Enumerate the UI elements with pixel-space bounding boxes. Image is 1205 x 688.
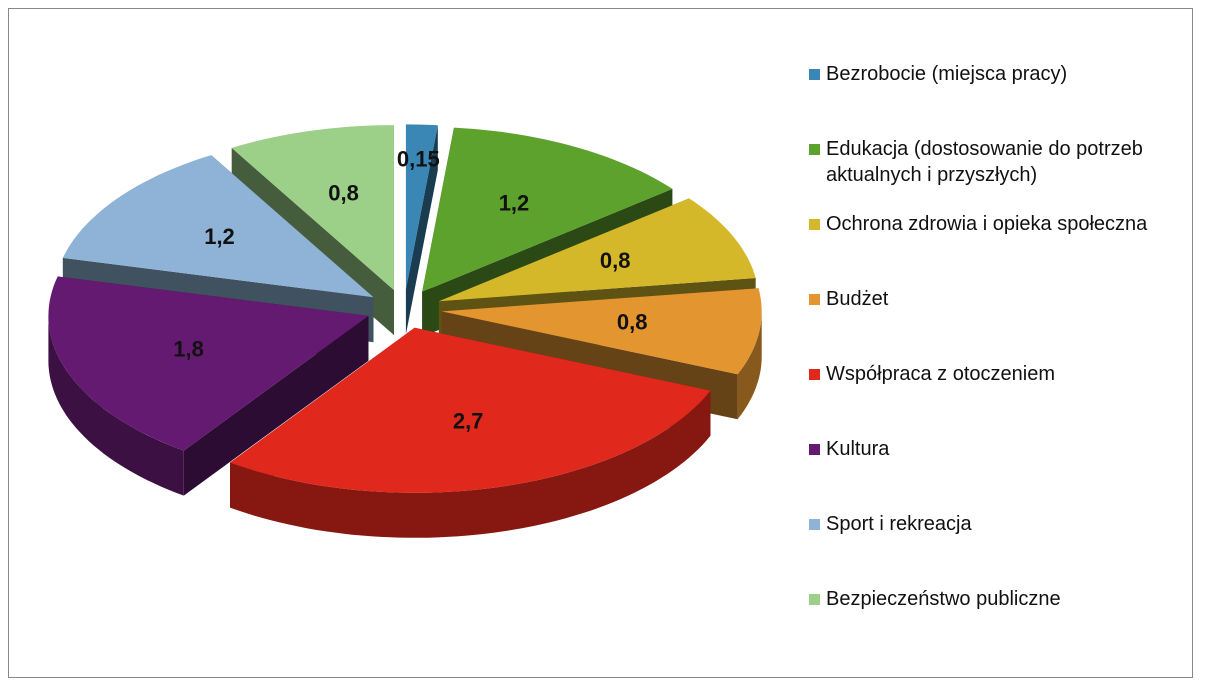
slice-side — [230, 390, 711, 538]
legend-label: Budżet — [826, 288, 889, 310]
slice — [62, 155, 374, 298]
slice — [405, 124, 438, 335]
slice-side — [737, 311, 762, 420]
pie-area: 0,15 1,2 0,8 0,8 2,7 1,8 1,2 0,8 — [48, 124, 762, 538]
legend-swatch — [809, 144, 820, 155]
legend-swatch — [809, 519, 820, 530]
slice — [441, 288, 762, 375]
slice-side — [48, 315, 184, 496]
legend-item: Sport i rekreacja — [809, 511, 1189, 586]
slice — [231, 125, 394, 291]
legend-item: Ochrona zdrowia i opieka społeczna — [809, 211, 1189, 286]
legend-item: Bezpieczeństwo publiczne — [809, 586, 1189, 661]
legend-label: Sport i rekreacja — [826, 513, 972, 535]
data-label: 0,8 — [328, 180, 359, 205]
slice — [438, 198, 756, 302]
data-label: 1,2 — [204, 224, 235, 249]
legend-item: Kultura — [809, 436, 1189, 511]
legend-swatch — [809, 219, 820, 230]
slice — [48, 276, 369, 451]
chart: 0,15 1,2 0,8 0,8 2,7 1,8 1,2 0,8 Bezrobocie (mi… — [8, 8, 1193, 678]
slice-side — [405, 125, 438, 335]
legend-swatch — [809, 369, 820, 380]
slice — [230, 327, 711, 538]
data-label: 2,7 — [453, 409, 484, 434]
slice-side — [183, 315, 369, 496]
legend-item: Bezrobocie (miejsca pracy) — [809, 61, 1189, 136]
slice — [422, 127, 673, 292]
slice — [405, 124, 438, 290]
slice — [230, 327, 711, 493]
data-label: 0,8 — [600, 248, 631, 273]
legend-swatch — [809, 594, 820, 605]
legend-item: Budżet — [809, 286, 1189, 361]
data-label: 1,2 — [499, 191, 530, 216]
legend: Bezrobocie (miejsca pracy) Edukacja (dost… — [809, 61, 1189, 661]
slice — [48, 276, 369, 496]
legend-label: Współpraca z otoczeniem — [826, 363, 1055, 385]
legend-item: Edukacja (dostosowanie do potrzeb aktual… — [809, 136, 1189, 211]
legend-label: Ochrona zdrowia i opieka społeczna — [826, 213, 1148, 235]
legend-label: Edukacja (dostosowanie do potrzeb aktual… — [826, 138, 1143, 186]
data-label: 1,8 — [173, 336, 204, 361]
legend-swatch — [809, 69, 820, 80]
data-label: 0,8 — [617, 310, 648, 335]
data-label: 0,15 — [397, 147, 440, 172]
legend-swatch — [809, 294, 820, 305]
legend-label: Bezpieczeństwo publiczne — [826, 588, 1061, 610]
legend-item: Współpraca z otoczeniem — [809, 361, 1189, 436]
legend-label: Kultura — [826, 438, 890, 460]
legend-label: Bezrobocie (miejsca pracy) — [826, 63, 1068, 85]
legend-swatch — [809, 444, 820, 455]
